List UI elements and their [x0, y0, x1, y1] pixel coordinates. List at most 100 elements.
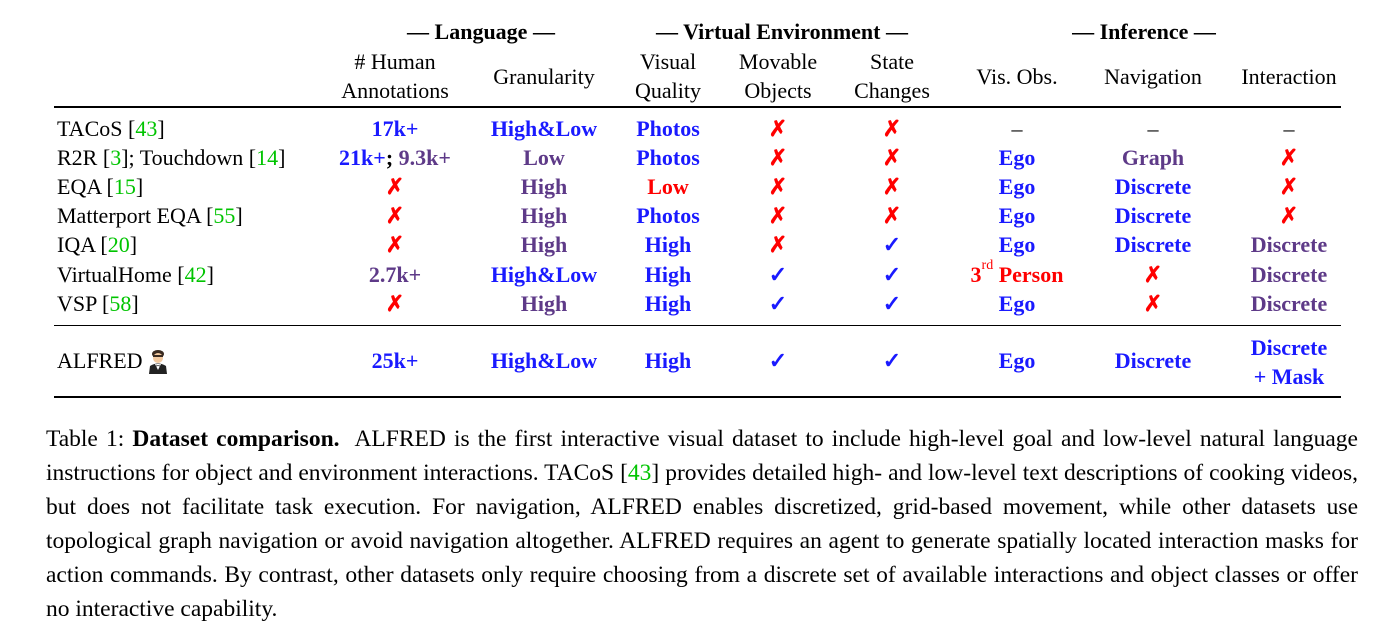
cell-text: ]	[131, 291, 139, 316]
citation-link[interactable]: 55	[213, 203, 236, 228]
column-header-line: Granularity	[493, 64, 595, 89]
table-cell: 17k+	[372, 115, 419, 143]
cell-text: [	[127, 116, 136, 141]
cell-text: Person	[993, 262, 1064, 287]
cell-text: Ego	[998, 291, 1036, 316]
cell-text: ✓	[768, 348, 788, 373]
table-mid-rule	[54, 325, 1341, 326]
table-cell: ✗	[1280, 202, 1298, 230]
cell-text: ✓	[882, 232, 902, 257]
citation-link[interactable]: 42	[184, 262, 207, 287]
cell-text: ✗	[1143, 262, 1163, 287]
cell-text: Ego	[998, 174, 1036, 199]
cell-text: ✗	[1143, 291, 1163, 316]
cell-text: Discrete	[1250, 232, 1328, 257]
cell-text: ]	[278, 145, 286, 170]
column-header: Visual Quality	[635, 47, 701, 105]
table-cell: High	[645, 290, 691, 318]
table-cell: High	[521, 231, 567, 259]
cell-text: [	[248, 145, 257, 170]
cell-text: ✗	[1279, 174, 1299, 199]
cell-text: ✗	[385, 291, 405, 316]
cell-text: ✗	[768, 145, 788, 170]
table-cell: Ego	[999, 144, 1036, 172]
cell-text: ✗	[385, 232, 405, 257]
table-cell: Ego	[999, 347, 1036, 375]
cell-text: ;	[385, 145, 399, 170]
cell-text: High&Low	[490, 262, 598, 287]
table-cell: High	[645, 231, 691, 259]
alfred-interaction-line1: Discrete	[1250, 335, 1328, 360]
column-header: State Changes	[854, 47, 930, 105]
cell-text: Discrete	[1250, 291, 1328, 316]
column-header: Vis. Obs.	[976, 62, 1057, 91]
cell-text: rd	[981, 258, 994, 273]
table-cell: Ego	[999, 202, 1036, 230]
table-cell: Photos	[636, 202, 700, 230]
column-header-line: Objects	[744, 78, 812, 103]
citation-link[interactable]: 20	[107, 232, 130, 257]
column-header: Navigation	[1104, 62, 1202, 91]
column-header-line: Visual	[639, 49, 697, 74]
caption-text-1: ALFRED is the first interactive visual d…	[46, 426, 1364, 486]
table-cell: Ego	[999, 290, 1036, 318]
citation-link[interactable]: 58	[109, 291, 132, 316]
table-caption: Table 1: Dataset comparison. ALFRED is t…	[46, 422, 1358, 626]
table-cell: Discrete	[1115, 173, 1192, 201]
row-name: TACoS [43]	[57, 115, 165, 143]
row-name: EQA [15]	[57, 173, 143, 201]
table-cell: 2.7k+	[369, 261, 421, 289]
table-cell: Ego	[999, 231, 1036, 259]
group-header-inference: — Inference —	[1072, 19, 1216, 44]
cell-text: 9.3k+	[398, 145, 451, 170]
table-bottom-rule	[54, 396, 1341, 398]
cell-text: Photos	[636, 203, 700, 228]
table-cell: Graph	[1122, 144, 1184, 172]
table-cell: ✗	[883, 202, 901, 230]
cell-text: ✗	[385, 174, 405, 199]
cell-text: High	[644, 348, 692, 373]
butler-icon	[148, 350, 167, 374]
alfred-label: ALFRED	[57, 348, 143, 373]
cell-text: High	[644, 262, 692, 287]
cell-text: ✗	[768, 174, 788, 199]
caption-text-2: ] provides detailed high- and low-level …	[46, 460, 1358, 622]
cell-text: Low	[523, 145, 565, 170]
cell-text: Ego	[998, 348, 1036, 373]
citation-link[interactable]: 3	[110, 145, 122, 170]
table-cell: High	[521, 290, 567, 318]
cell-text: 17k+	[371, 116, 419, 141]
row-name: ALFRED	[57, 347, 169, 375]
cell-text: ✗	[385, 203, 405, 228]
cell-text: [	[206, 203, 214, 228]
cell-text: Ego	[998, 232, 1036, 257]
table-cell: –	[1012, 115, 1023, 143]
table-cell: Ego	[999, 173, 1036, 201]
table-cell: ✗	[1144, 261, 1162, 289]
column-header-line: State	[869, 49, 914, 74]
cell-text: ✓	[768, 262, 788, 287]
table-cell: 21k+; 9.3k+	[339, 144, 451, 172]
cell-text: ✗	[768, 203, 788, 228]
citation-link[interactable]: 14	[256, 145, 279, 170]
cell-text: ✗	[882, 145, 902, 170]
cell-text: R2R	[57, 145, 103, 170]
caption-citation-link[interactable]: 43	[627, 460, 652, 486]
cell-text: Photos	[636, 116, 700, 141]
column-header-line: Vis. Obs.	[976, 64, 1058, 89]
table-top-rule	[54, 106, 1341, 108]
table-cell: ✗	[769, 173, 787, 201]
cell-text: High&Low	[490, 116, 598, 141]
table-cell: Discrete	[1115, 347, 1192, 375]
table-cell: ✓	[883, 347, 901, 375]
citation-link[interactable]: 43	[135, 116, 158, 141]
table-cell: 3rd Person	[971, 258, 1064, 289]
cell-text: –	[1283, 116, 1295, 141]
table-cell: ✓	[769, 261, 787, 289]
table-cell: Photos	[636, 144, 700, 172]
table-cell: ✗	[1280, 173, 1298, 201]
table-cell: ✓	[769, 347, 787, 375]
row-name: Matterport EQA [55]	[57, 202, 243, 230]
citation-link[interactable]: 15	[113, 174, 136, 199]
cell-text: High	[520, 291, 568, 316]
